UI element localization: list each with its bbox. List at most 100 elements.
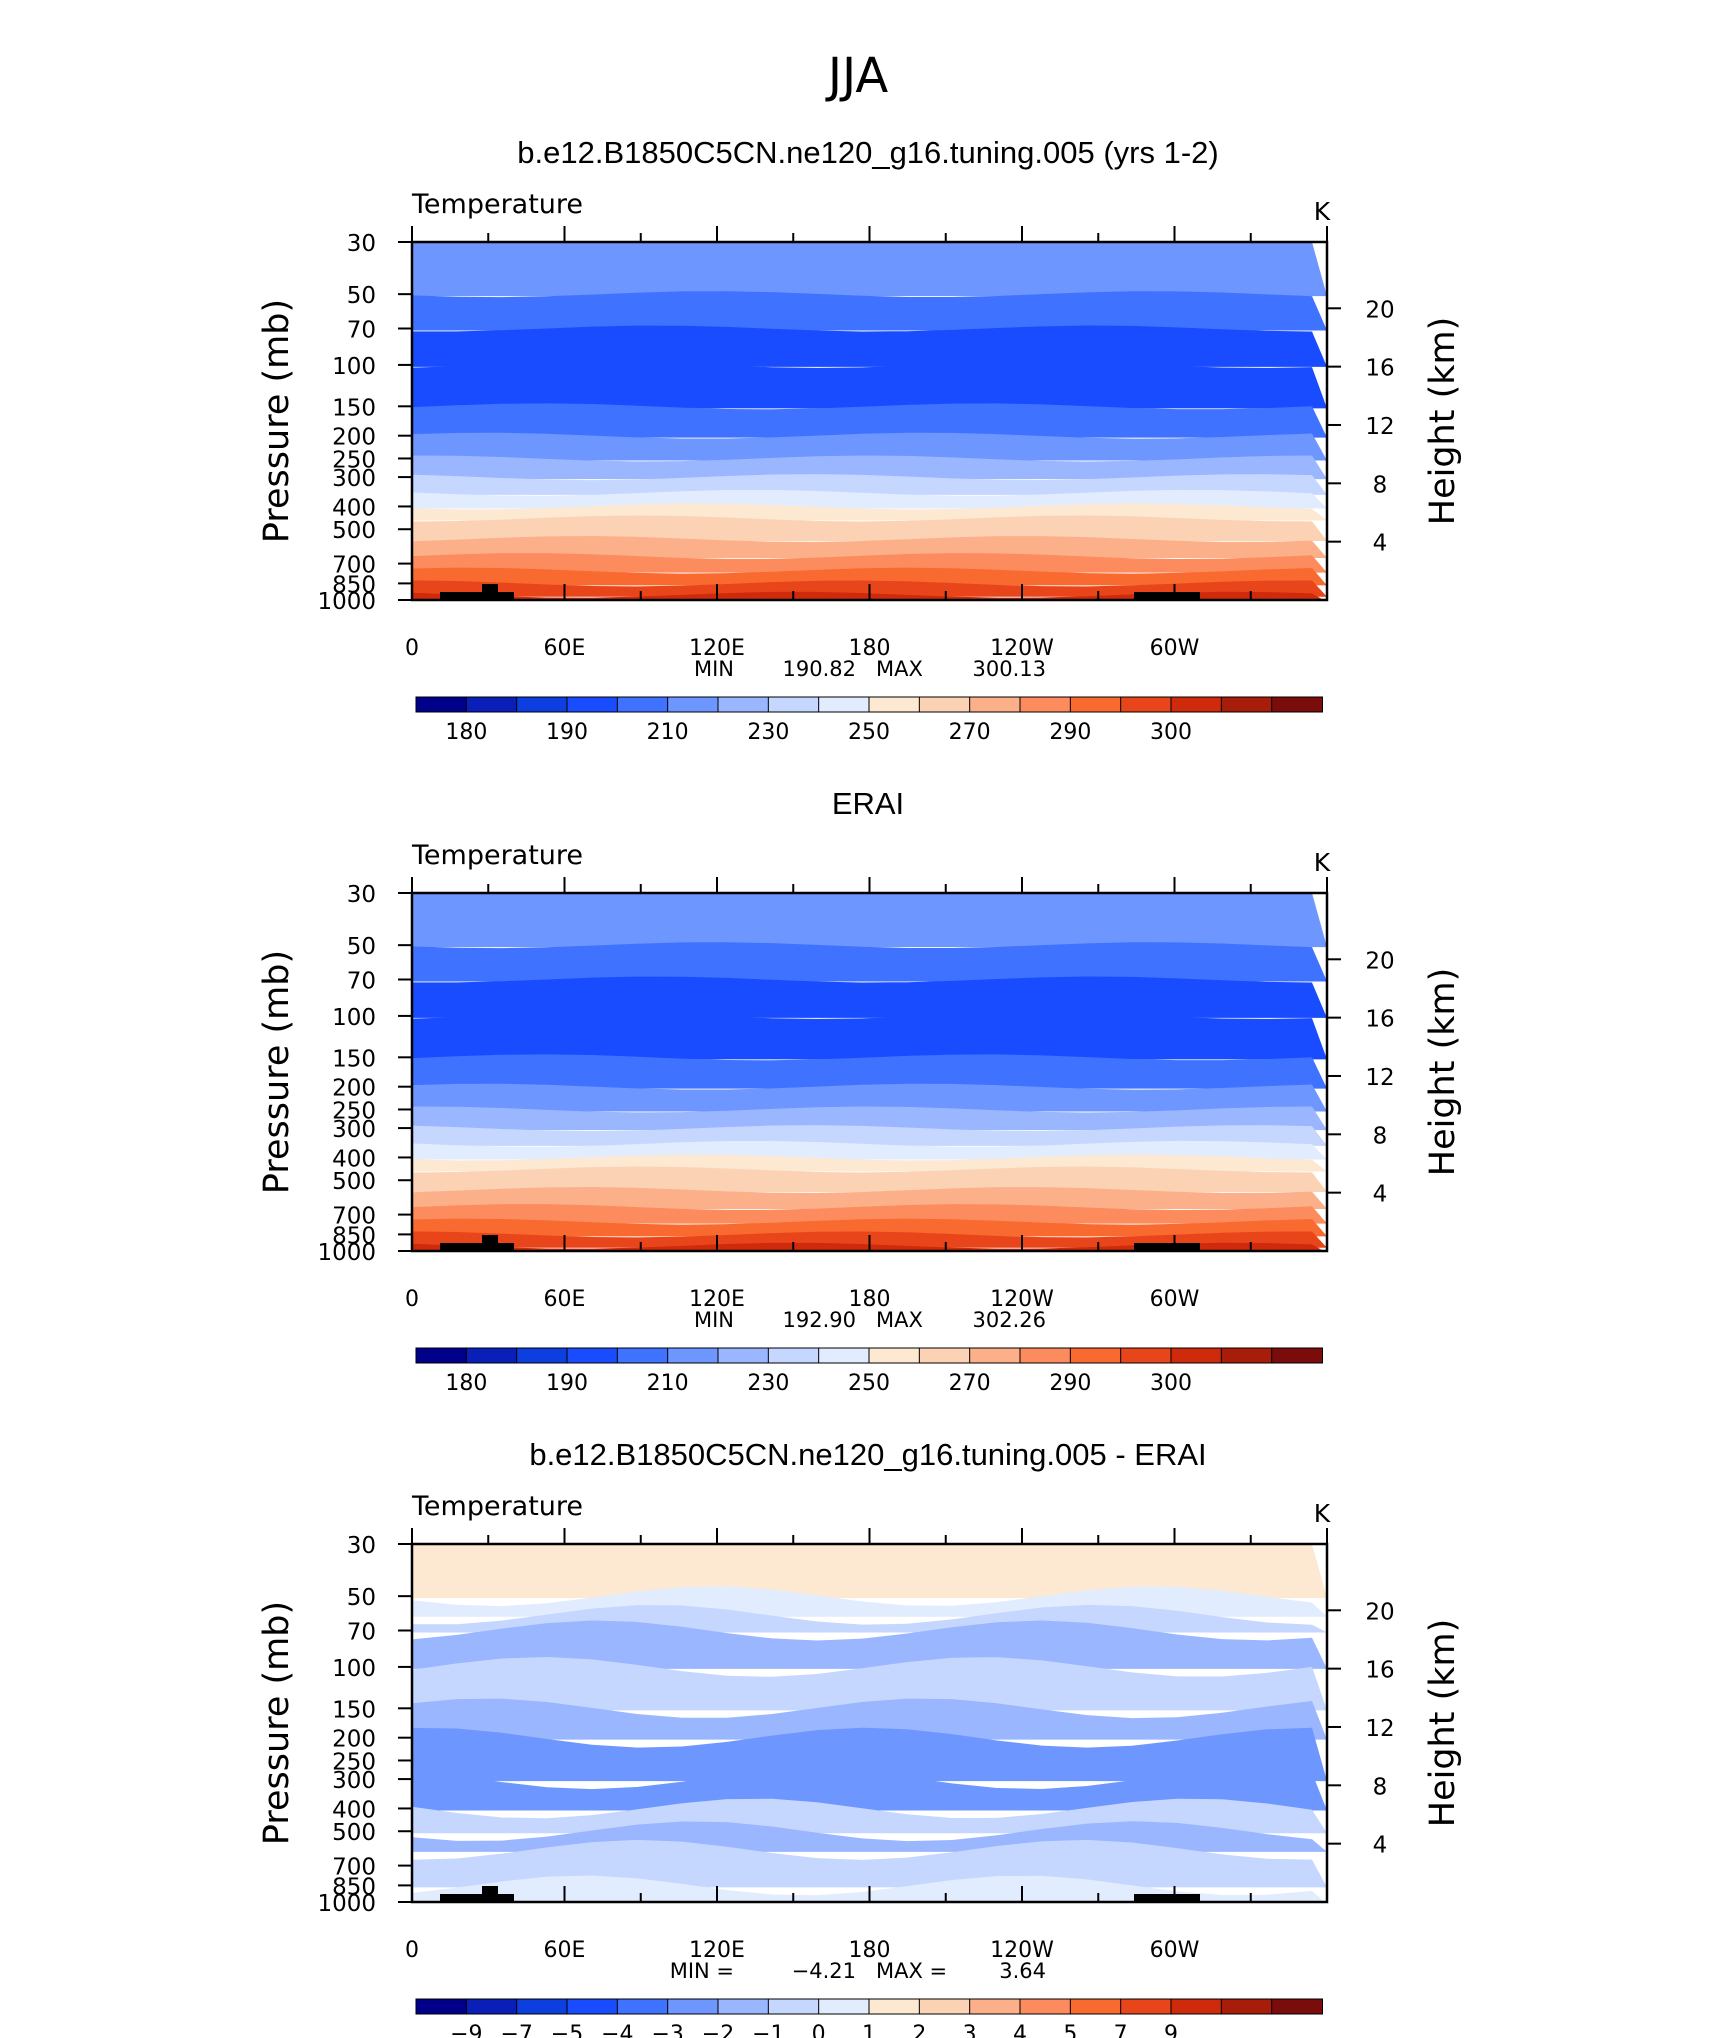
colorbar-swatch — [818, 696, 871, 713]
colorbar-swatch — [465, 1998, 518, 2015]
pressure-tick-label: 50 — [347, 283, 376, 309]
colorbar-swatch — [1019, 1998, 1072, 2015]
height-tick-label: 4 — [1373, 1182, 1388, 1208]
pressure-tick-label: 30 — [347, 1533, 376, 1559]
panel-title: ERAI — [832, 786, 904, 821]
colorbar-label: −4 — [601, 2022, 633, 2038]
contour-band — [412, 291, 1327, 331]
contour-band — [412, 1769, 1327, 1811]
contour-band — [412, 455, 1327, 480]
contour-field — [412, 1544, 1327, 1902]
height-tick-label: 12 — [1365, 414, 1394, 440]
colorbar-label: 7 — [1114, 2022, 1128, 2038]
x-tick-label: 60W — [1150, 1938, 1200, 1963]
pressure-tick-label: 100 — [332, 1656, 376, 1682]
colorbar-swatch — [616, 1347, 669, 1364]
colorbar-label: 190 — [546, 720, 588, 745]
contour-band — [412, 489, 1327, 509]
colorbar-swatch — [717, 1998, 770, 2015]
panel-title: b.e12.B1850C5CN.ne120_g16.tuning.005 (yr… — [517, 135, 1218, 170]
colorbar-label: 190 — [546, 1371, 588, 1396]
contour-band — [412, 535, 1327, 559]
colorbar-swatch — [1220, 1347, 1273, 1364]
colorbar-swatch — [767, 1347, 820, 1364]
topography — [1134, 1894, 1200, 1902]
contour-band — [412, 325, 1327, 367]
pressure-tick-label: 150 — [332, 1046, 376, 1072]
contour-band — [412, 567, 1327, 586]
colorbar-label: −2 — [702, 2022, 734, 2038]
max-value: 300.13 — [973, 657, 1046, 681]
pressure-tick-label: 100 — [332, 354, 376, 380]
colorbar-swatch — [868, 1998, 921, 2015]
pressure-tick-label: 1000 — [317, 1891, 376, 1917]
height-tick-label: 16 — [1365, 356, 1394, 382]
colorbar-label: 2 — [912, 2022, 926, 2038]
height-tick-label: 8 — [1373, 472, 1388, 498]
x-tick-label: 120E — [689, 636, 745, 661]
pressure-tick-label: 850 — [332, 1223, 376, 1249]
colorbar-swatch — [465, 1347, 518, 1364]
height-tick-label: 4 — [1373, 531, 1388, 557]
contour-band — [412, 1727, 1327, 1782]
height-tick-label: 16 — [1365, 1007, 1394, 1033]
contour-band — [412, 1544, 1327, 1599]
colorbar-swatch — [566, 1998, 619, 2015]
contour-band — [412, 1204, 1327, 1224]
topography — [440, 1894, 514, 1902]
x-tick-label: 60E — [544, 636, 586, 661]
height-tick-label: 4 — [1373, 1833, 1388, 1859]
x-tick-label: 60E — [544, 1287, 586, 1312]
colorbar-swatch — [415, 696, 468, 713]
contour-band — [412, 1218, 1327, 1237]
height-tick-label: 20 — [1365, 297, 1394, 323]
colorbar-swatch — [818, 1998, 871, 2015]
x-tick-label: 0 — [405, 1938, 419, 1963]
pressure-tick-label: 300 — [332, 1768, 376, 1794]
topography — [482, 584, 498, 600]
colorbar-label: 270 — [949, 1371, 991, 1396]
colorbar-swatch — [667, 696, 720, 713]
pressure-tick-label: 700 — [332, 553, 376, 579]
x-tick-label: 180 — [849, 636, 891, 661]
pressure-tick-label: 300 — [332, 466, 376, 492]
max-value: 3.64 — [999, 1959, 1046, 1983]
pressure-tick-label: 70 — [347, 969, 376, 995]
colorbar-swatch — [717, 1347, 770, 1364]
colorbar-swatch — [465, 696, 518, 713]
min-label: MIN — [694, 657, 734, 681]
topography — [482, 1235, 498, 1251]
colorbar-swatch — [918, 1347, 971, 1364]
x-tick-label: 0 — [405, 636, 419, 661]
figure-title: JJA — [825, 48, 888, 104]
height-tick-label: 20 — [1365, 1599, 1394, 1625]
colorbar-label: −9 — [450, 2022, 482, 2038]
colorbar-swatch — [1170, 1347, 1223, 1364]
colorbar-swatch — [1170, 696, 1223, 713]
pressure-tick-label: 200 — [332, 1076, 376, 1102]
pressure-tick-label: 150 — [332, 395, 376, 421]
x-tick-label: 60W — [1150, 1287, 1200, 1312]
min-label: MIN — [694, 1308, 734, 1332]
pressure-tick-label: 250 — [332, 1098, 376, 1124]
contour-band — [412, 361, 1327, 409]
colorbar-swatch — [969, 1347, 1022, 1364]
pressure-tick-label: 700 — [332, 1204, 376, 1230]
x-tick-label: 60E — [544, 1938, 586, 1963]
contour-band — [412, 515, 1327, 541]
contour-band — [412, 1012, 1327, 1060]
colorbar-label: 1 — [862, 2022, 876, 2038]
colorbar-label: 250 — [848, 1371, 890, 1396]
colorbar-label: 180 — [445, 720, 487, 745]
contour-band — [412, 1698, 1327, 1740]
colorbar-label: 5 — [1063, 2022, 1077, 2038]
colorbar-swatch — [1120, 1998, 1172, 2015]
contour-band — [412, 432, 1327, 461]
colorbar-label: 9 — [1164, 2022, 1178, 2038]
colorbar-swatch — [1170, 1998, 1223, 2015]
y-axis-label: Pressure (mb) — [257, 950, 297, 1194]
panel-1: b.e12.B1850C5CN.ne120_g16.tuning.005 (yr… — [257, 135, 1463, 745]
pressure-tick-label: 300 — [332, 1117, 376, 1143]
contour-band — [412, 1186, 1327, 1210]
colorbar-swatch — [969, 1998, 1022, 2015]
